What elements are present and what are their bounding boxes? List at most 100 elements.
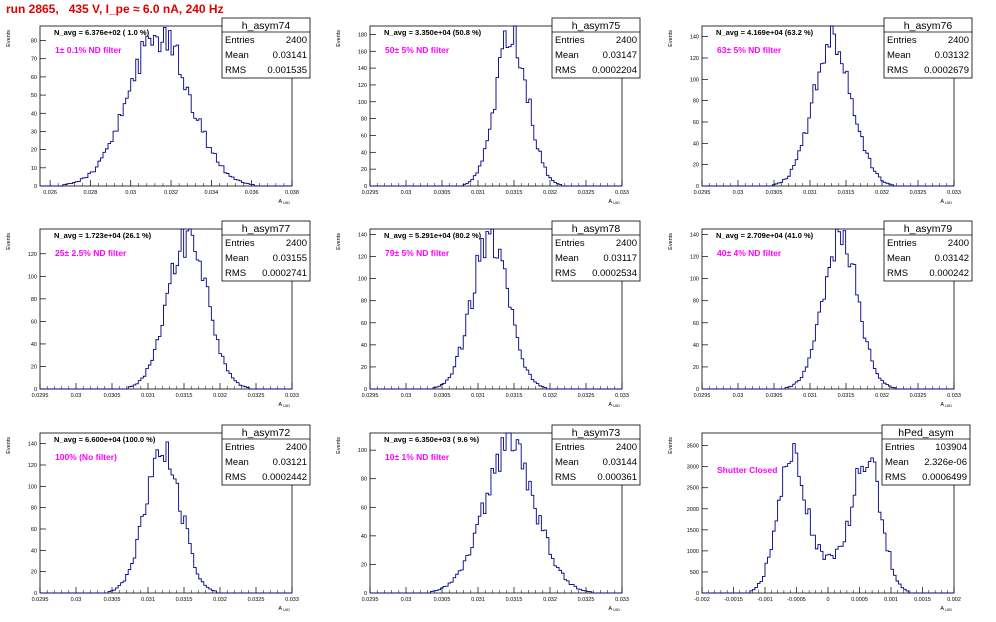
x-axis-label: A — [608, 199, 612, 205]
y-tick-label: 100 — [690, 277, 699, 283]
x-tick-label: 0 — [826, 597, 829, 603]
x-tick-label: 0.031 — [471, 190, 485, 196]
stat-label-entries: Entries — [225, 442, 255, 453]
x-tick-label: 0.03 — [401, 597, 412, 603]
filter-annotation: 10± 1% ND filter — [385, 452, 450, 462]
stat-value-entries: 2400 — [286, 238, 307, 249]
stat-box — [551, 424, 641, 486]
histogram-panel-hPed_asym: 0 500 1000 1500 2000 2500 3000 3500 -0.002 -0.001… — [662, 421, 992, 621]
histogram-name: h_asym79 — [904, 223, 953, 235]
y-tick-label: 60 — [31, 527, 37, 533]
y-axis-label: Events — [336, 437, 342, 454]
y-tick-label: 80 — [693, 99, 699, 105]
y-tick-label: 20 — [31, 148, 37, 154]
histogram-svg: 0 20 40 60 80 100 120 140 0.0295 0.03 0.0305 0.031 0… — [336, 220, 641, 408]
y-tick-label: 80 — [361, 299, 367, 305]
stat-label-mean: Mean — [225, 50, 249, 61]
y-tick-label: 140 — [358, 233, 367, 239]
x-tick-label: 0.002 — [947, 597, 961, 603]
x-tick-label: 0.0305 — [434, 190, 451, 196]
y-axis-label: Events — [668, 437, 674, 454]
x-tick-label: 0.0325 — [578, 190, 595, 196]
stat-label-entries: Entries — [555, 35, 585, 46]
y-tick-label: 1000 — [687, 549, 699, 555]
filter-annotation: 63± 5% ND filter — [717, 45, 782, 55]
histogram-panel-h_asym77: 0 20 40 60 80 100 120 0.0295 0.03 0.0305 0.031 0.03… — [0, 217, 330, 417]
stat-label-mean: Mean — [555, 253, 579, 264]
x-axis-label-subscript: UID — [945, 403, 952, 408]
y-tick-label: 80 — [693, 299, 699, 305]
stat-value-entries: 2400 — [948, 35, 969, 46]
stat-label-mean: Mean — [555, 457, 579, 468]
y-tick-label: 60 — [361, 133, 367, 139]
n-avg-annotation: N_avg = 3.350e+04 (50.8 %) — [384, 28, 482, 37]
y-tick-label: 0 — [364, 184, 367, 190]
stat-value-rms: 0.000361 — [597, 472, 637, 483]
y-axis-label: Events — [6, 437, 12, 454]
y-tick-label: 120 — [690, 255, 699, 261]
stat-label-mean: Mean — [885, 457, 909, 468]
x-tick-label: 0.0305 — [434, 393, 451, 399]
stat-label-rms: RMS — [555, 268, 576, 279]
run-title: run 2865, 435 V, I_pe ≈ 6.0 nA, 240 Hz — [6, 2, 224, 16]
x-tick-label: 0.033 — [615, 393, 629, 399]
stat-value-entries: 2400 — [616, 238, 637, 249]
x-tick-label: 0.0305 — [766, 393, 783, 399]
filter-annotation: 40± 4% ND filter — [717, 248, 782, 258]
n-avg-annotation: N_avg = 5.291e+04 (80.2 %) — [384, 231, 482, 240]
stat-label-entries: Entries — [555, 442, 585, 453]
stat-box — [221, 17, 311, 79]
y-tick-label: 80 — [31, 39, 37, 45]
histogram-svg: 0 500 1000 1500 2000 2500 3000 3500 -0.002 -0.001… — [668, 424, 971, 612]
x-tick-label: 0.0015 — [914, 597, 931, 603]
y-tick-label: 80 — [361, 117, 367, 123]
x-tick-label: 0.03 — [401, 393, 412, 399]
x-tick-label: 0.033 — [615, 190, 629, 196]
x-tick-label: 0.0325 — [248, 393, 265, 399]
x-tick-label: 0.0325 — [578, 393, 595, 399]
histogram-svg: 0 20 40 60 80 100 120 140 160 180 0.0295 0.03 0.0305… — [336, 17, 641, 205]
x-tick-label: 0.033 — [285, 597, 299, 603]
x-axis-label: A — [278, 402, 282, 408]
histogram-svg: 0 20 40 60 80 100 120 140 0.0295 0.03 0.0305 0.031 0… — [668, 220, 973, 408]
x-tick-label: 0.036 — [245, 190, 259, 196]
stat-box — [221, 220, 311, 282]
stat-value-mean: 0.03121 — [273, 457, 307, 468]
x-tick-label: 0.0315 — [176, 393, 193, 399]
stat-label-entries: Entries — [225, 35, 255, 46]
histogram-series — [702, 228, 954, 390]
stat-label-mean: Mean — [555, 50, 579, 61]
y-tick-label: 2000 — [687, 507, 699, 513]
y-tick-label: 120 — [28, 252, 37, 258]
x-tick-label: 0.032 — [875, 190, 889, 196]
y-tick-label: 140 — [28, 442, 37, 448]
x-axis-label-subscript: UID — [613, 607, 620, 612]
n-avg-annotation: N_avg = 6.350e+03 ( 9.6 %) — [384, 435, 480, 444]
x-tick-label: -0.001 — [757, 597, 773, 603]
stat-value-rms: 0.0002204 — [592, 65, 637, 76]
y-tick-label: 0 — [696, 184, 699, 190]
stat-value-mean: 0.03141 — [273, 50, 307, 61]
x-tick-label: 0.0315 — [838, 190, 855, 196]
histogram-panel-h_asym72: 0 20 40 60 80 100 120 140 0.0295 0.03 0.0305 0.031 0… — [0, 421, 330, 621]
y-tick-label: 20 — [361, 365, 367, 371]
x-tick-label: 0.0295 — [362, 190, 379, 196]
x-tick-label: 0.001 — [884, 597, 898, 603]
stat-box — [883, 17, 973, 79]
x-tick-label: 0.033 — [285, 393, 299, 399]
histogram-name: hPed_asym — [898, 427, 954, 439]
y-tick-label: 60 — [361, 321, 367, 327]
x-tick-label: -0.002 — [694, 597, 710, 603]
x-tick-label: 0.03 — [401, 190, 412, 196]
filter-annotation: 25± 2.5% ND filter — [55, 248, 127, 258]
histogram-svg: 0 20 40 60 80 100 120 140 0.0295 0.03 0.0305 0.031 0… — [6, 424, 311, 612]
stat-value-entries: 2400 — [948, 238, 969, 249]
stat-value-mean: 2.326e-06 — [924, 457, 967, 468]
stat-label-entries: Entries — [885, 442, 915, 453]
stat-label-rms: RMS — [885, 472, 906, 483]
x-tick-label: 0.0295 — [32, 597, 49, 603]
x-axis-label: A — [608, 402, 612, 408]
y-tick-label: 140 — [690, 35, 699, 41]
x-tick-label: 0.032 — [213, 393, 227, 399]
x-tick-label: 0.03 — [71, 393, 82, 399]
